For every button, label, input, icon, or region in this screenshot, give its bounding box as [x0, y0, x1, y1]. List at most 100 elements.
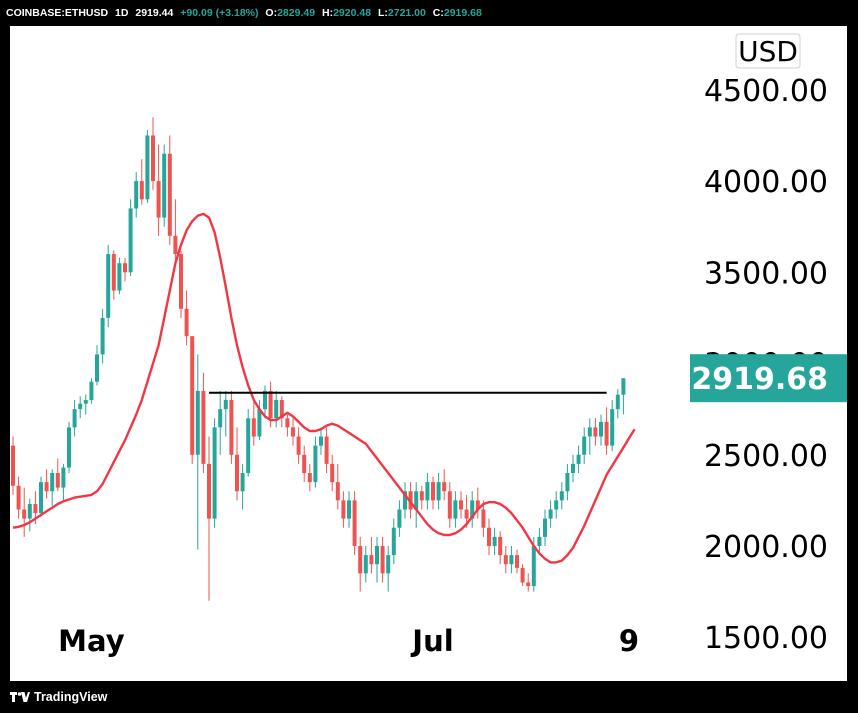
candle-body — [251, 418, 256, 437]
candle-body — [599, 421, 603, 437]
candle-body — [610, 409, 615, 446]
interval-label[interactable]: 1D — [115, 7, 129, 19]
low-key: L: — [377, 7, 388, 19]
candle-body — [492, 536, 497, 546]
tradingview-logo-icon[interactable] — [10, 691, 30, 703]
candle-body — [498, 536, 503, 556]
candle-body — [27, 504, 32, 519]
candle-body — [453, 500, 458, 519]
candle-body — [459, 500, 463, 510]
candle-body — [263, 390, 267, 410]
candlestick-chart[interactable]: 4500.004000.003500.003000.002500.002000.… — [10, 26, 847, 681]
candle-body — [156, 181, 161, 218]
close-value: 2919.68 — [443, 7, 482, 19]
candle-body — [503, 555, 508, 565]
candle-body — [363, 555, 368, 574]
candle-body — [207, 463, 211, 519]
candle-body — [369, 555, 374, 565]
candle-body — [50, 473, 55, 492]
candle-body — [554, 500, 559, 510]
candle-body — [235, 454, 239, 492]
candle-body — [145, 135, 150, 200]
candle-body — [543, 518, 547, 537]
chart-panel[interactable]: 4500.004000.003500.003000.002500.002000.… — [10, 26, 847, 681]
candle-body — [212, 427, 217, 519]
currency-box — [735, 33, 801, 69]
candle-body — [162, 153, 167, 218]
last-price-label: 2919.68 — [691, 362, 828, 397]
candle-body — [576, 454, 581, 464]
candle-body — [571, 463, 575, 474]
open-key: O: — [265, 7, 278, 19]
candle-body — [167, 153, 172, 236]
y-tick-label: 3500.00 — [704, 256, 828, 291]
candle-body — [33, 504, 38, 514]
footer-bar: TradingView — [0, 681, 858, 713]
candle-body — [67, 427, 71, 468]
last-price-label: 2919.44 — [135, 7, 174, 19]
high-key: H: — [321, 7, 334, 19]
candle-body — [431, 482, 435, 501]
candle-body — [151, 135, 155, 182]
candle-body — [475, 500, 480, 510]
candle-body — [201, 390, 206, 464]
candle-body — [134, 181, 139, 209]
candle-body — [347, 500, 351, 519]
candle-body — [229, 400, 234, 455]
candle-body — [100, 317, 105, 355]
candle-body — [296, 436, 301, 455]
last-price-tag — [690, 354, 847, 403]
candle-body — [313, 445, 318, 483]
candle-body — [330, 463, 335, 483]
candle-body — [615, 394, 620, 410]
candle-body — [179, 254, 183, 309]
change-label: +90.09 (+3.18%) — [180, 7, 259, 19]
candle-body — [72, 409, 77, 428]
candle-body — [341, 500, 346, 519]
candle-body — [593, 427, 598, 437]
candle-body — [582, 436, 587, 455]
candle-body — [39, 482, 43, 514]
candle-body — [111, 254, 116, 291]
brand-label[interactable]: TradingView — [34, 690, 108, 704]
candle-body — [391, 527, 396, 556]
currency-label: USD — [738, 35, 798, 68]
candle-body — [403, 491, 407, 510]
candle-body — [442, 482, 447, 492]
candle-body — [139, 181, 144, 200]
candle-body — [537, 536, 542, 546]
y-tick-label: 2000.00 — [704, 530, 828, 565]
candle-body — [487, 527, 491, 546]
candle-body — [414, 491, 419, 510]
candle-body — [526, 582, 531, 587]
symbol-label[interactable]: COINBASE:ETHUSD — [6, 7, 109, 19]
close-key: C: — [432, 7, 444, 19]
candle-body — [291, 427, 295, 437]
candle-body — [520, 567, 525, 583]
candle-body — [83, 400, 88, 404]
candle-body — [11, 445, 15, 486]
candle-body — [117, 263, 122, 291]
candle-body — [358, 545, 363, 574]
candle-body — [302, 454, 307, 474]
candle-body — [436, 482, 441, 501]
candle-body — [559, 491, 564, 501]
candle-body — [380, 545, 385, 574]
y-tick-label: 2500.00 — [704, 439, 828, 474]
candle-body — [397, 509, 402, 528]
x-tick-label: Jul — [410, 624, 453, 658]
y-tick-label: 1500.00 — [704, 621, 828, 656]
candle-body — [531, 545, 536, 587]
candle-body — [481, 509, 486, 528]
candle-body — [55, 473, 60, 488]
candle-body — [268, 390, 273, 419]
candle-body — [447, 491, 452, 519]
candle-body — [78, 403, 83, 410]
candle-body — [195, 390, 200, 455]
candle-body — [61, 467, 66, 488]
candle-body — [22, 509, 27, 519]
y-tick-label: 4500.00 — [704, 74, 828, 109]
y-tick-label: 4000.00 — [704, 165, 828, 200]
candle-body — [565, 473, 570, 492]
candle-body — [425, 482, 430, 501]
